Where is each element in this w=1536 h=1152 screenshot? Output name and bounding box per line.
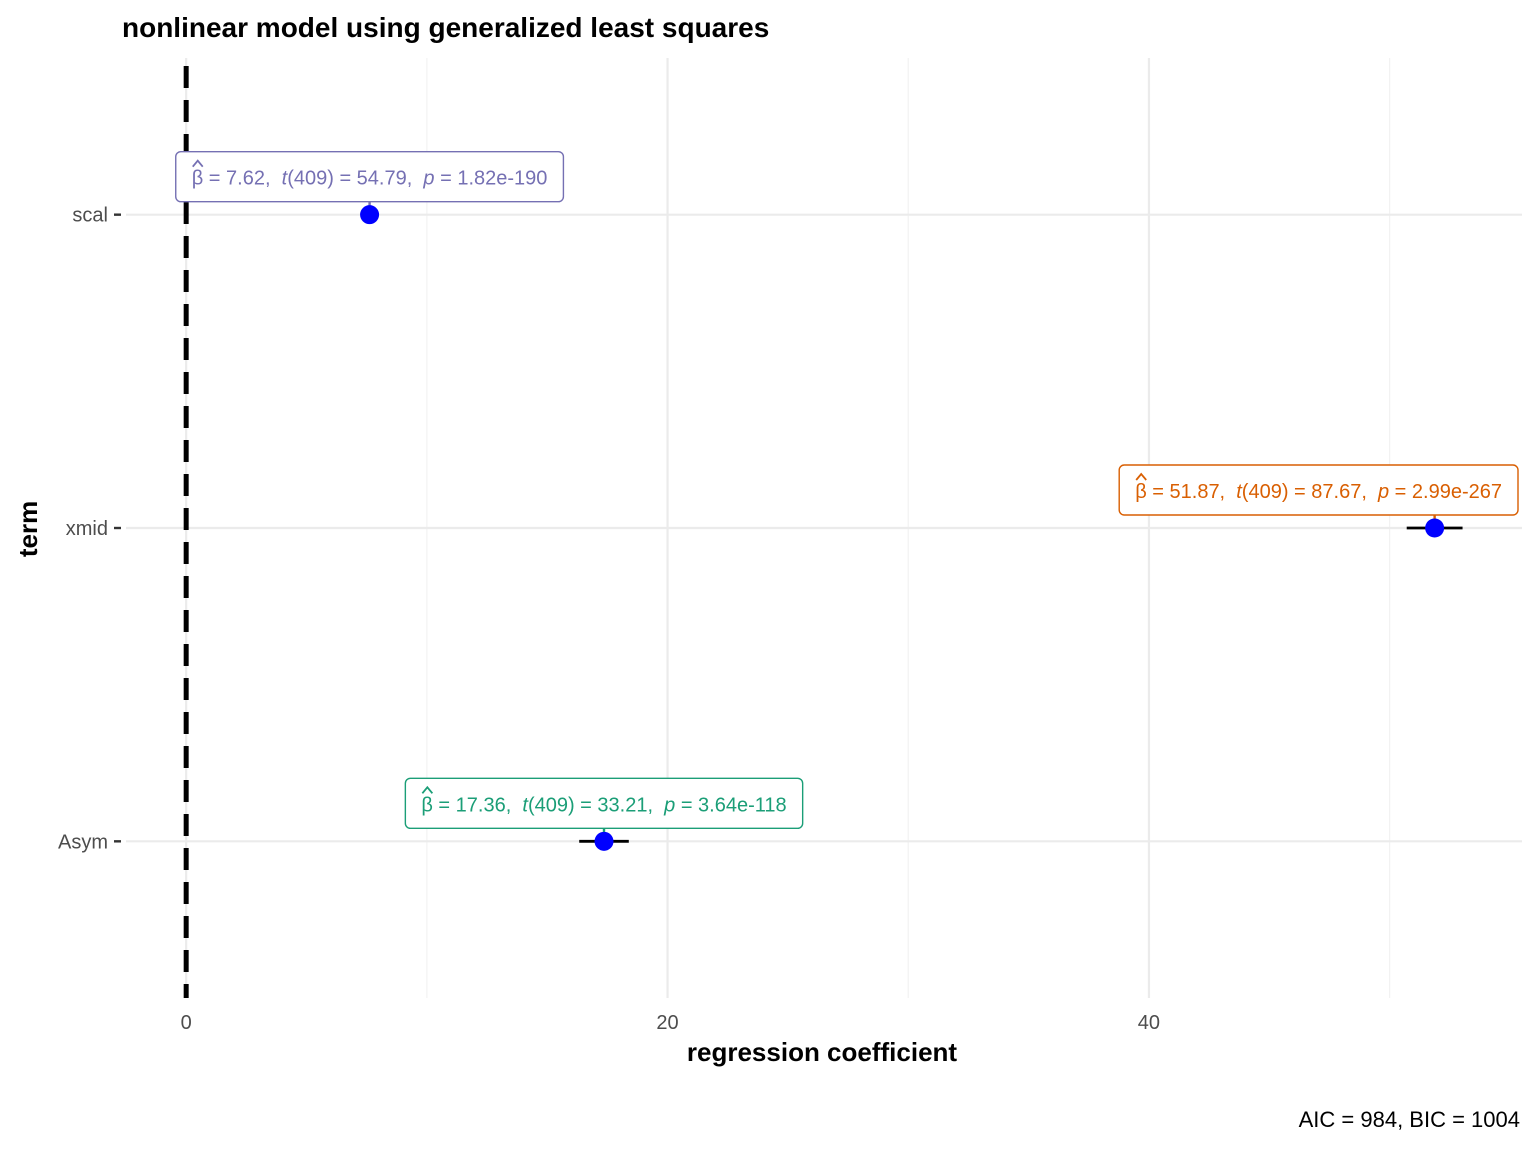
caption: AIC = 984, BIC = 1004 <box>1299 1107 1520 1132</box>
estimate-label-scal: β = 7.62, t(409) = 54.79, p = 1.82e-190 <box>175 150 565 203</box>
y-tick-label-xmid: xmid <box>66 518 108 540</box>
estimate-label-text: β = 7.62, t(409) = 54.79, p = 1.82e-190 <box>192 168 548 190</box>
estimate-label-text: β = 17.36, t(409) = 33.21, p = 3.64e-118 <box>421 794 786 816</box>
estimate-label-text: β = 51.87, t(409) = 87.67, p = 2.99e-267 <box>1135 481 1502 503</box>
x-axis-title: regression coefficient <box>687 1037 958 1067</box>
axes: 0 20 40 scal xmid Asym <box>58 205 1160 1034</box>
beta-hat-mark <box>1135 472 1147 481</box>
x-tick-label: 0 <box>181 1012 192 1034</box>
chart-title: nonlinear model using generalized least … <box>122 12 769 43</box>
estimate-label-xmid: β = 51.87, t(409) = 87.67, p = 2.99e-267 <box>1118 464 1519 516</box>
y-axis-title: term <box>13 501 43 557</box>
y-tick-label-asym: Asym <box>58 831 108 853</box>
estimate-point-asym <box>594 831 614 851</box>
estimate-point-xmid <box>1425 518 1445 538</box>
estimate-label-asym: β = 17.36, t(409) = 33.21, p = 3.64e-118 <box>404 777 804 830</box>
marks: β = 7.62, t(409) = 54.79, p = 1.82e-190 β… <box>175 150 1519 851</box>
beta-hat-mark <box>192 159 204 168</box>
estimate-point-scal <box>360 205 380 225</box>
beta-hat-mark <box>421 785 434 794</box>
y-tick-label-scal: scal <box>72 205 108 227</box>
estimate-label-box <box>1118 464 1519 516</box>
x-tick-label: 20 <box>656 1012 678 1034</box>
x-tick-label: 40 <box>1138 1012 1160 1034</box>
